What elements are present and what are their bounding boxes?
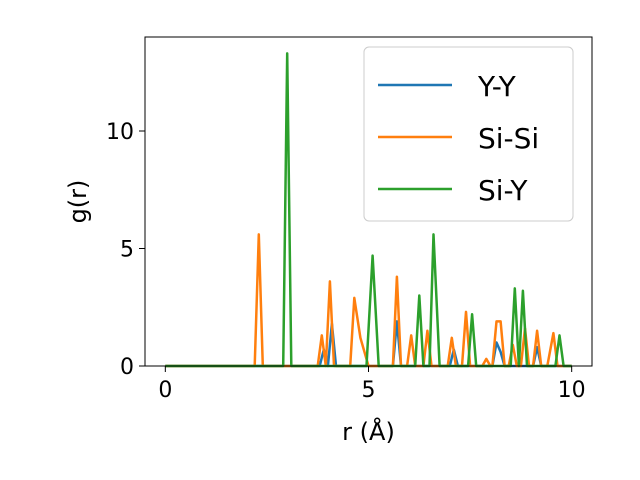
x-tick-label: 5: [362, 378, 376, 403]
x-tick-label: 0: [158, 378, 172, 403]
y-axis-label: g(r): [64, 180, 92, 224]
y-tick-label: 10: [106, 120, 134, 145]
legend-box: [363, 46, 574, 222]
y-tick-label: 5: [120, 238, 134, 263]
x-tick-label: 10: [558, 378, 586, 403]
x-axis-label: r (Å): [342, 417, 395, 446]
ticks-layer: 0 5 10 0 5 10: [106, 120, 586, 403]
legend-label-y-y: Y-Y: [477, 70, 517, 103]
legend-label-si-y: Si-Y: [478, 174, 528, 207]
legend: Y-Y Si-Si Si-Y: [363, 46, 574, 222]
y-tick-label: 0: [120, 355, 134, 380]
legend-label-si-si: Si-Si: [478, 122, 539, 155]
